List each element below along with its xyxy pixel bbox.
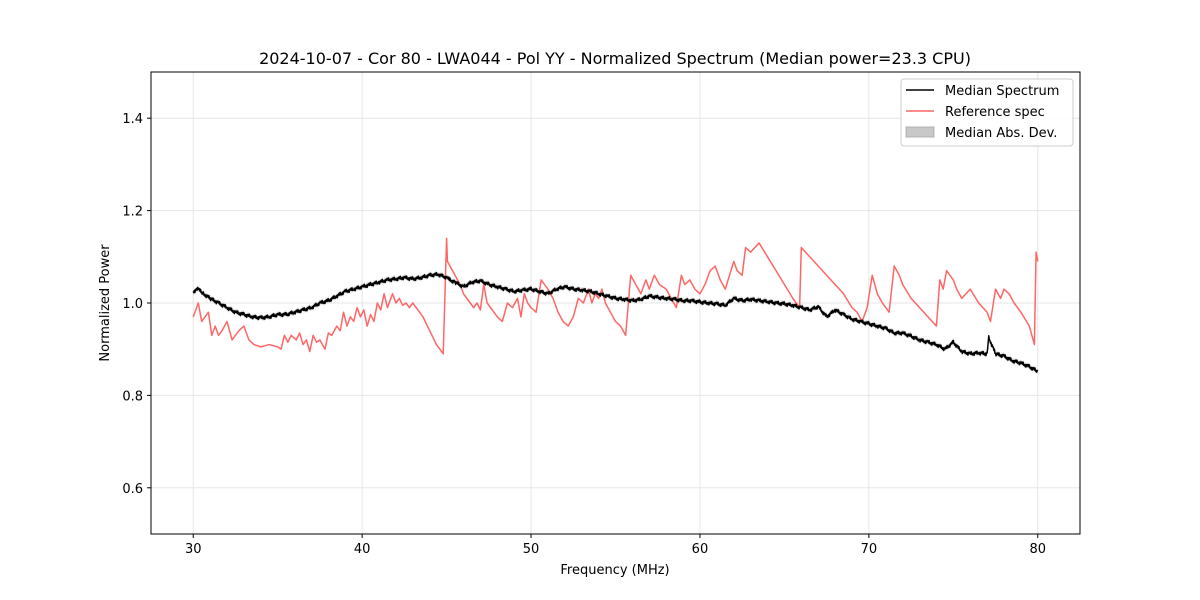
y-tick-label: 1.4 xyxy=(122,112,143,127)
x-tick-label: 30 xyxy=(185,542,202,557)
legend-label-median-abs-dev: Median Abs. Dev. xyxy=(945,126,1057,141)
y-tick-label: 1.0 xyxy=(122,297,143,312)
y-axis-label: Normalized Power xyxy=(98,244,113,362)
reference-spec-line xyxy=(192,237,1039,355)
plot-area xyxy=(192,237,1039,375)
y-tick-label: 1.2 xyxy=(122,205,143,220)
legend: Median Spectrum Reference spec Median Ab… xyxy=(900,78,1074,147)
legend-label-reference-spec: Reference spec xyxy=(945,105,1045,120)
y-axis: 0.6 0.8 1.0 1.2 1.4 xyxy=(122,112,151,497)
median-spectrum-line xyxy=(192,271,1039,373)
x-axis: 30 40 50 60 70 80 xyxy=(185,534,1046,557)
x-axis-label: Frequency (MHz) xyxy=(560,563,669,578)
y-tick-label: 0.8 xyxy=(122,389,143,404)
x-tick-label: 70 xyxy=(861,542,878,557)
x-tick-label: 40 xyxy=(354,542,371,557)
legend-swatch-median-abs-dev xyxy=(905,126,935,138)
x-tick-label: 60 xyxy=(692,542,709,557)
x-tick-label: 80 xyxy=(1029,542,1046,557)
y-tick-label: 0.6 xyxy=(122,482,143,497)
chart-title: 2024-10-07 - Cor 80 - LWA044 - Pol YY - … xyxy=(259,49,971,68)
legend-box xyxy=(900,78,1074,147)
x-tick-label: 50 xyxy=(523,542,540,557)
legend-label-median-spectrum: Median Spectrum xyxy=(945,84,1059,99)
